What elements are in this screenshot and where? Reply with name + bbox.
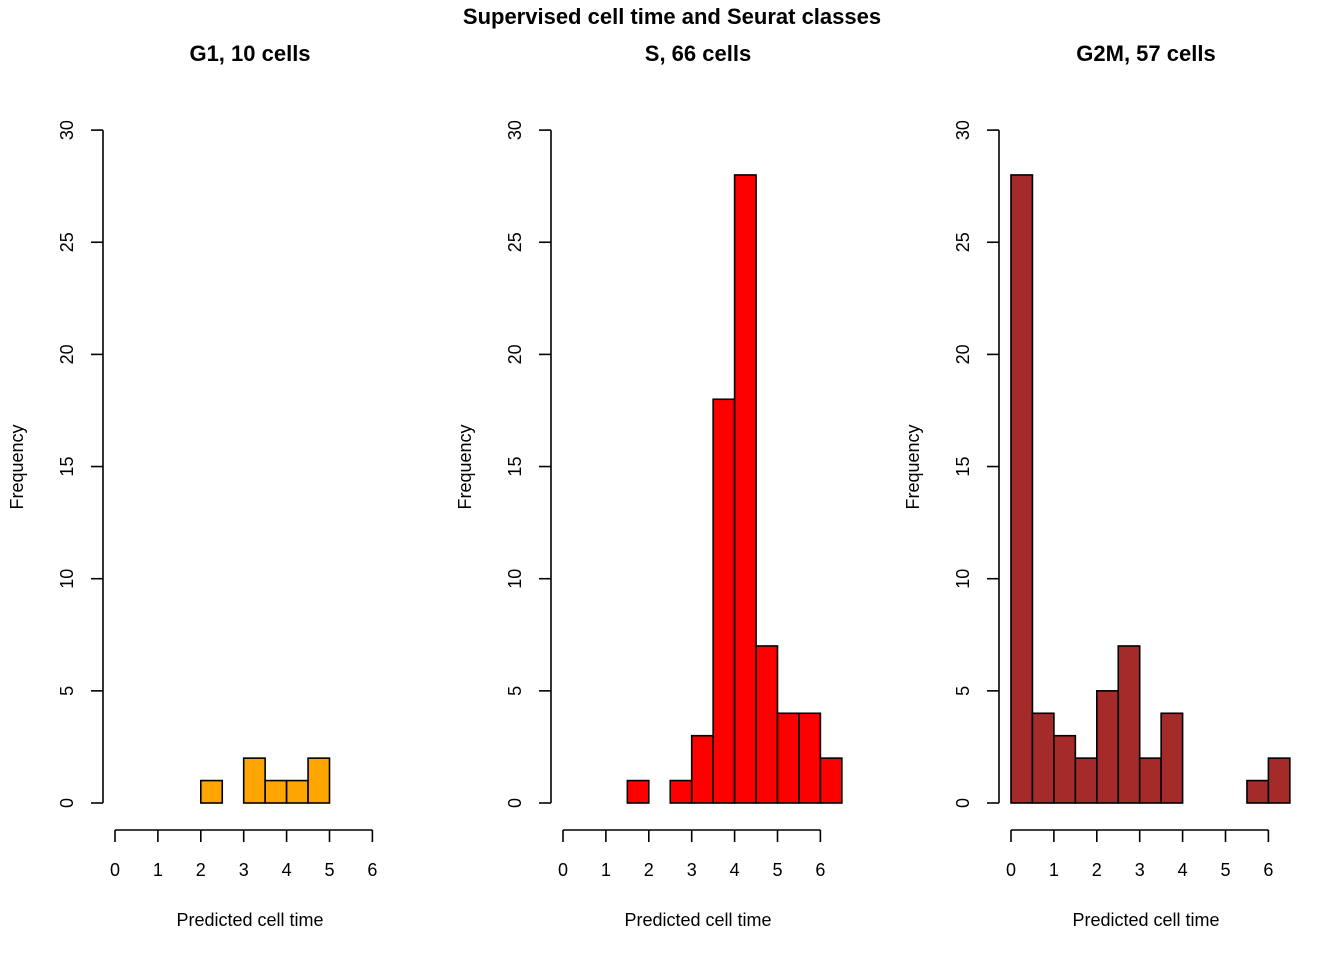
y-axis-label: Frequency [903,424,923,509]
y-tick-label: 5 [57,686,77,696]
y-tick-label: 10 [953,569,973,589]
x-tick-label: 4 [282,860,292,880]
histogram-bar [1074,757,1098,804]
histogram-bar [1138,757,1162,804]
histogram-bar [798,712,822,804]
x-tick-label: 3 [1135,860,1145,880]
histogram-bar [264,779,288,804]
x-tick-label: 5 [1220,860,1230,880]
x-tick-label: 1 [601,860,611,880]
y-tick-label: 10 [57,569,77,589]
histogram-bar [690,734,714,804]
x-tick-label: 5 [772,860,782,880]
panel-title: G1, 10 cells [189,41,310,66]
histogram-bar [1267,757,1291,804]
y-tick-label: 5 [953,686,973,696]
histogram-bar [776,712,800,804]
x-tick-label: 5 [324,860,334,880]
y-tick-label: 0 [505,798,525,808]
x-tick-label: 0 [1006,860,1016,880]
panel-title: S, 66 cells [645,41,751,66]
histogram-bar [669,779,693,804]
histogram-bar [712,398,736,804]
y-tick-label: 20 [505,344,525,364]
x-tick-label: 3 [239,860,249,880]
histogram-bar [285,779,309,804]
histogram-bar [1031,712,1055,804]
x-tick-label: 6 [367,860,377,880]
y-tick-label: 10 [505,569,525,589]
x-tick-label: 1 [153,860,163,880]
x-tick-label: 0 [558,860,568,880]
x-axis-label: Predicted cell time [176,910,323,930]
histogram-bar [733,174,757,804]
y-tick-label: 5 [505,686,525,696]
y-tick-label: 0 [57,798,77,808]
histogram-panel-3: G2M, 57 cells 0 5 10 15 20 25 30 0 1 2 3 4 5 6 Predicte… [903,41,1291,930]
y-tick-label: 25 [953,232,973,252]
x-tick-label: 4 [730,860,740,880]
x-axis-label: Predicted cell time [624,910,771,930]
y-tick-label: 15 [505,457,525,477]
y-tick-label: 20 [953,344,973,364]
x-tick-label: 2 [1092,860,1102,880]
histogram-bar [1010,174,1034,804]
x-tick-label: 3 [687,860,697,880]
x-tick-label: 2 [644,860,654,880]
x-tick-label: 0 [110,860,120,880]
x-tick-label: 2 [196,860,206,880]
histogram-bar [307,757,331,804]
y-tick-label: 30 [505,120,525,140]
histogram-bar [819,757,843,804]
x-tick-label: 1 [1049,860,1059,880]
figure-title: Supervised cell time and Seurat classes [463,4,881,29]
histogram-bar [1117,645,1141,804]
y-tick-label: 25 [505,232,525,252]
histogram-bar [626,779,650,804]
histogram-bar [755,645,779,804]
y-tick-label: 0 [953,798,973,808]
histogram-bar [1246,779,1270,804]
panel-title: G2M, 57 cells [1076,41,1215,66]
histogram-bar [200,779,224,804]
histogram-bar [1160,712,1184,804]
y-axis-label: Frequency [455,424,475,509]
histogram-bar [242,757,266,804]
y-tick-label: 25 [57,232,77,252]
y-tick-label: 15 [953,457,973,477]
x-tick-label: 6 [1263,860,1273,880]
histogram-panel-1: G1, 10 cells 0 5 10 15 20 25 30 0 1 2 3 4 5 6 Predicted… [7,41,377,930]
x-tick-label: 6 [815,860,825,880]
histogram-bar [1053,734,1077,804]
y-tick-label: 15 [57,457,77,477]
x-tick-label: 4 [1178,860,1188,880]
y-axis-label: Frequency [7,424,27,509]
histogram-panel-2: S, 66 cells 0 5 10 15 20 25 30 0 1 2 3 4 5 6 Predicted … [455,41,843,930]
y-tick-label: 30 [57,120,77,140]
y-tick-label: 30 [953,120,973,140]
x-axis-label: Predicted cell time [1072,910,1219,930]
histogram-bar [1096,690,1120,804]
y-tick-label: 20 [57,344,77,364]
